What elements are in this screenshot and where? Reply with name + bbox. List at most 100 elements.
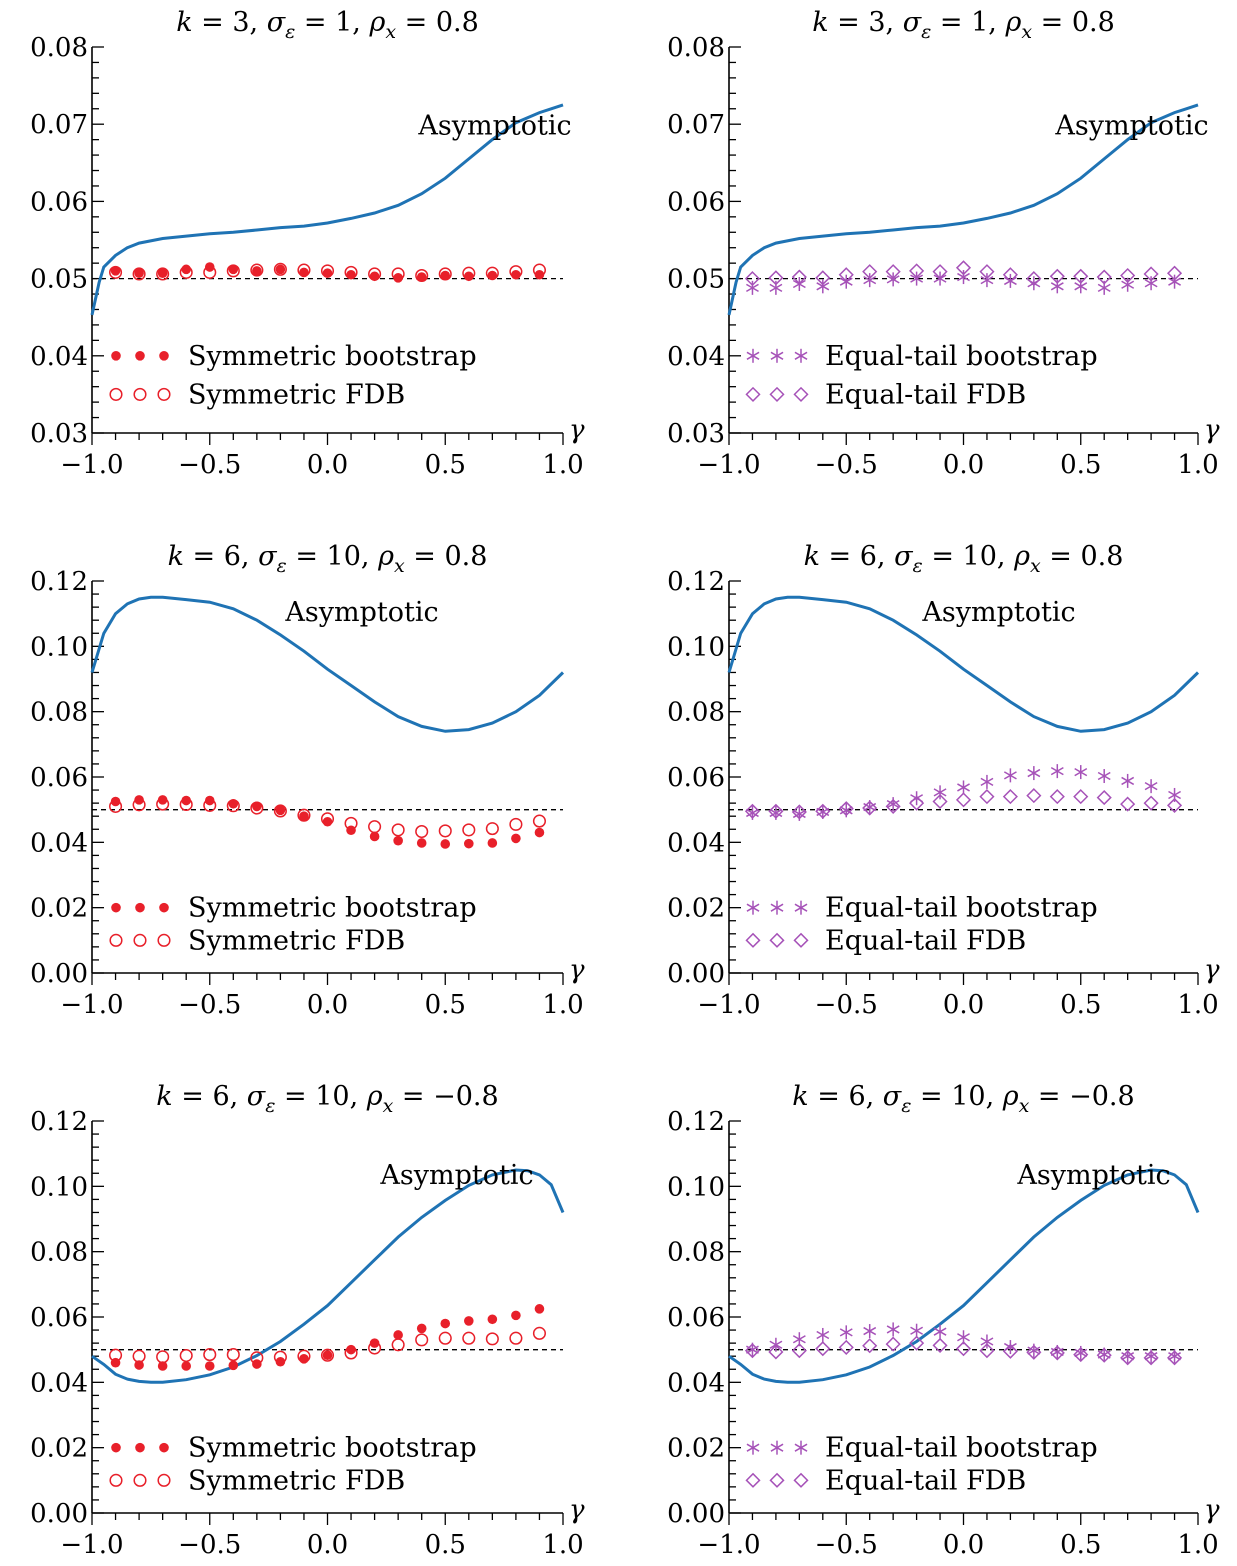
asterisk-stroke [1168, 277, 1181, 286]
filled-circle-marker [322, 1350, 333, 1361]
filled-circle-marker [464, 838, 474, 849]
filled-circle-marker [135, 351, 145, 361]
open-circle-marker [485, 1332, 499, 1346]
filled-circle-marker [534, 269, 545, 280]
x-tick-label: 1.0 [542, 990, 583, 1020]
open-circle-marker [109, 933, 123, 947]
y-tick-label: 0.08 [667, 33, 725, 63]
asterisk-stroke [910, 1326, 924, 1335]
asterisk-marker [839, 1325, 853, 1340]
open-circle-marker [320, 264, 335, 278]
filled-circle-marker [511, 833, 521, 844]
diamond-marker [885, 798, 901, 814]
series-diamond [744, 260, 1183, 287]
series-diamond [744, 1335, 1183, 1366]
y-tick-label: 0.04 [30, 828, 88, 858]
open-circle-marker [133, 933, 147, 947]
asterisk-stroke [746, 351, 760, 360]
diamond-marker [1096, 790, 1112, 806]
open-circle-marker [132, 267, 146, 281]
y-tick-label: 0.04 [30, 1368, 88, 1398]
asterisk-stroke [1074, 767, 1088, 777]
asterisk-stroke [980, 275, 994, 285]
open-circle-marker [157, 387, 171, 401]
asterisk-stroke [794, 903, 808, 912]
diamond-marker [1049, 268, 1065, 284]
diamond-marker [793, 1472, 809, 1488]
asterisk-stroke [910, 274, 924, 283]
filled-circle-marker [275, 1356, 286, 1367]
diamond-marker [838, 1339, 854, 1355]
y-tick-label: 0.12 [30, 567, 88, 597]
diamond-marker [745, 932, 761, 948]
asterisk-marker [980, 774, 994, 789]
filled-circle-marker [275, 264, 286, 275]
y-tick-label: 0.07 [30, 110, 88, 140]
diamond-marker [769, 386, 785, 402]
asymptotic-curve [90, 103, 564, 316]
open-circle-marker [157, 1473, 171, 1487]
open-circle-marker [273, 804, 287, 818]
y-tick-label: 0.04 [667, 1368, 725, 1398]
x-tick-label: −1.0 [60, 450, 123, 480]
diamond-marker [793, 932, 809, 948]
diamond-marker [909, 795, 925, 811]
diamond-marker [955, 1341, 972, 1357]
open-circle-marker [509, 817, 523, 831]
x-tick-label: 1.0 [1177, 990, 1218, 1020]
series-open-circle [109, 1326, 547, 1365]
diamond-marker [745, 1472, 761, 1488]
diamond-marker [1026, 788, 1042, 804]
filled-circle-marker [440, 839, 451, 849]
asterisk-marker [769, 280, 783, 295]
asterisk-marker [1074, 765, 1088, 780]
filled-circle-marker [416, 838, 427, 848]
legend-label: Symmetric FDB [188, 925, 405, 956]
asterisk-marker [1050, 764, 1064, 779]
legend-label: Symmetric FDB [188, 379, 405, 410]
asterisk-marker [816, 279, 830, 294]
open-circle-marker [415, 268, 429, 283]
filled-circle-marker [110, 266, 121, 276]
asterisk-stroke [1074, 282, 1088, 291]
asterisk-stroke [957, 1333, 970, 1342]
asymptotic-annotation: Asymptotic [1054, 111, 1208, 142]
diamond-marker [1120, 796, 1136, 812]
y-tick-label: 0.07 [667, 110, 725, 140]
asterisk-stroke [1121, 776, 1135, 786]
y-tick-label: 0.00 [667, 1499, 725, 1529]
asterisk-marker [1003, 1340, 1017, 1355]
open-circle-marker [203, 1348, 217, 1362]
filled-circle-marker [134, 268, 144, 278]
y-tick-label: 0.08 [30, 33, 88, 63]
x-axis-label: γ [1204, 415, 1220, 445]
x-tick-label: 0.0 [307, 450, 348, 480]
open-circle-marker [273, 262, 287, 276]
diamond-marker [768, 270, 784, 286]
filled-circle-marker [111, 902, 121, 913]
filled-circle-marker [511, 1310, 521, 1321]
asterisk-stroke [1121, 1352, 1135, 1361]
asterisk-marker [910, 1323, 924, 1338]
x-tick-label: 1.0 [542, 1530, 583, 1560]
diamond-marker [1026, 1344, 1042, 1360]
diamond-marker [1002, 789, 1018, 805]
y-tick-label: 0.04 [667, 828, 725, 858]
filled-circle-marker [204, 795, 215, 806]
series-open-circle [109, 262, 547, 283]
filled-circle-marker [111, 351, 121, 361]
open-circle-marker [226, 264, 240, 278]
open-circle-marker [485, 266, 499, 280]
open-circle-marker [156, 797, 170, 811]
open-circle-marker [156, 267, 170, 281]
asymptotic-curve [91, 1168, 565, 1384]
asterisk-stroke [1003, 771, 1017, 780]
diamond-marker [744, 271, 761, 287]
y-tick-label: 0.10 [667, 632, 725, 662]
filled-circle-marker [181, 1361, 191, 1371]
asterisk-stroke [769, 283, 783, 293]
open-circle-marker [462, 266, 476, 280]
filled-circle-marker [159, 351, 169, 361]
